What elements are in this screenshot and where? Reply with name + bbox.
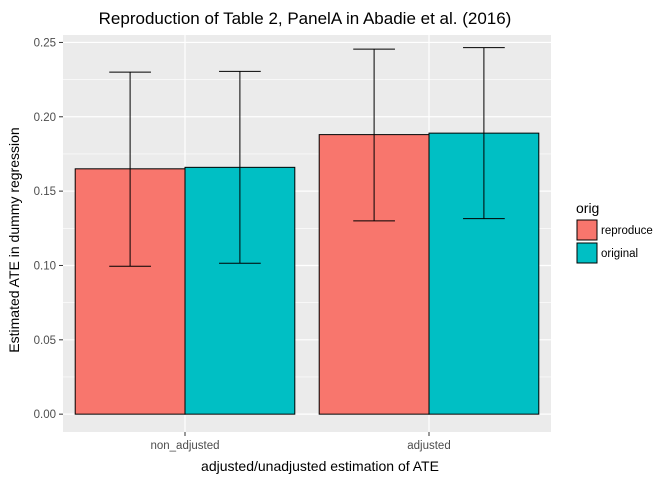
y-tick-label: 0.05 [34, 335, 56, 347]
legend: orig reproduce original [576, 200, 653, 264]
x-axis-title: adjusted/unadjusted estimation of ATE [201, 458, 439, 474]
legend-key-original [576, 242, 598, 264]
x-tick-label: adjusted [407, 440, 450, 452]
y-tick-label: 0.25 [34, 37, 56, 49]
x-axis-ticks: non_adjusted adjusted [150, 432, 451, 452]
legend-title: orig [576, 200, 599, 216]
legend-label-reproduce: reproduce [601, 225, 653, 237]
chart-title: Reproduction of Table 2, PanelA in Abadi… [99, 9, 512, 28]
y-tick-label: 0.00 [34, 409, 56, 421]
error-bars [109, 47, 505, 267]
y-tick-label: 0.20 [34, 112, 56, 124]
legend-key-reproduce [576, 219, 598, 241]
y-axis-title: Estimated ATE in dummy regression [6, 127, 22, 352]
y-tick-label: 0.10 [34, 260, 56, 272]
y-tick-label: 0.15 [34, 186, 56, 198]
y-axis-ticks: 0.00 0.05 0.10 0.15 0.20 0.25 [34, 37, 63, 421]
x-tick-label: non_adjusted [150, 440, 219, 452]
legend-label-original: original [601, 248, 638, 260]
